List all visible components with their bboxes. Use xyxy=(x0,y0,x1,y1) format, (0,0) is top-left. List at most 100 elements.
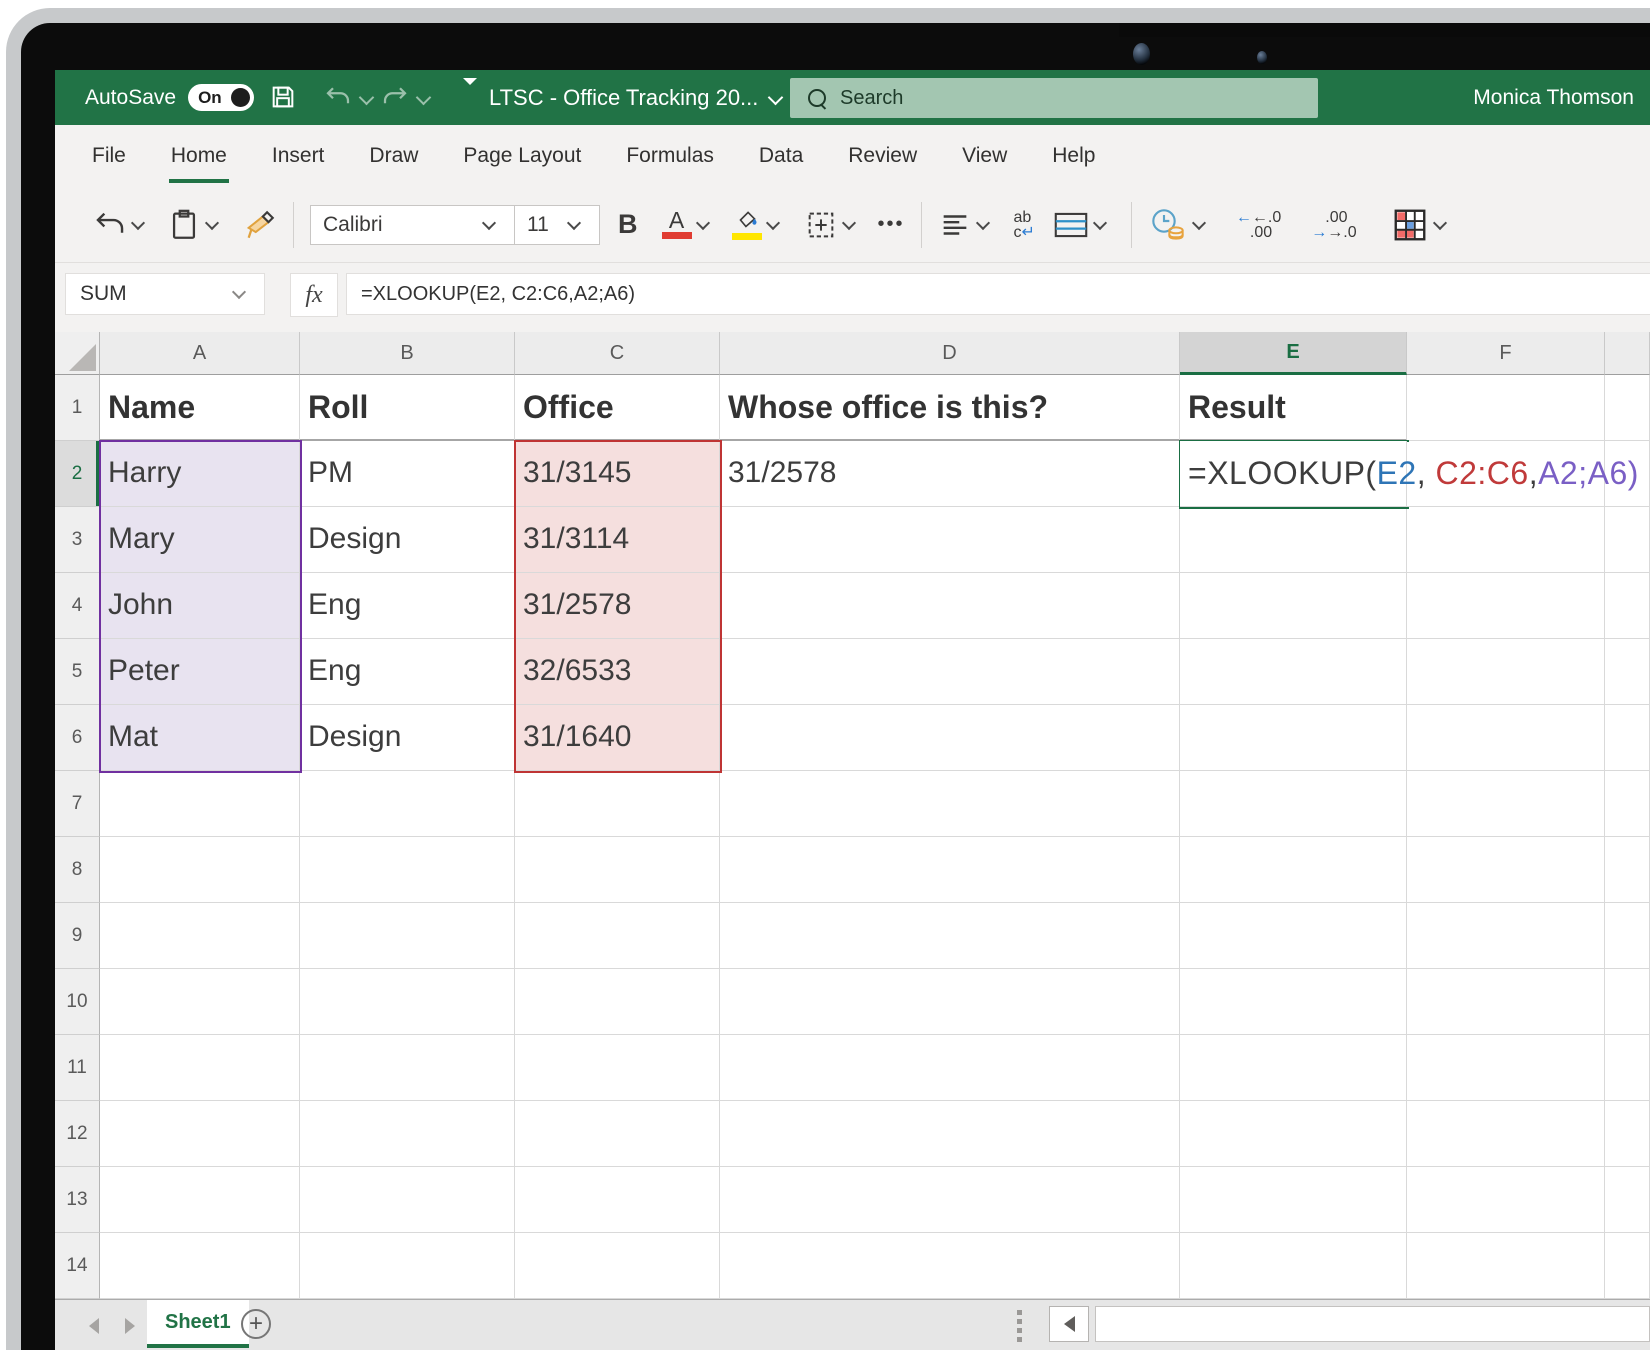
cell-A12[interactable] xyxy=(100,1101,300,1167)
tab-sheet1[interactable]: Sheet1 xyxy=(147,1300,249,1348)
cell-F2[interactable] xyxy=(1407,441,1605,507)
cell-A3[interactable]: Mary xyxy=(100,507,300,573)
chevron-down-icon[interactable] xyxy=(841,215,856,230)
column-header-C[interactable]: C xyxy=(515,332,720,375)
cell-F8[interactable] xyxy=(1407,837,1605,903)
cell-F3[interactable] xyxy=(1407,507,1605,573)
cell-G1[interactable] xyxy=(1605,375,1650,441)
font-name-select[interactable]: Calibri xyxy=(310,204,515,245)
chevron-down-icon[interactable] xyxy=(695,215,710,230)
cell-D14[interactable] xyxy=(720,1233,1180,1299)
cell-F4[interactable] xyxy=(1407,573,1605,639)
cell-D7[interactable] xyxy=(720,771,1180,837)
sheet-nav-left-icon[interactable] xyxy=(89,1318,99,1334)
cell-B5[interactable]: Eng xyxy=(300,639,515,705)
row-header-2[interactable]: 2 xyxy=(55,441,100,507)
chevron-down-icon[interactable] xyxy=(1432,215,1447,230)
cell-A7[interactable] xyxy=(100,771,300,837)
cell-B14[interactable] xyxy=(300,1233,515,1299)
chevron-down-icon[interactable] xyxy=(975,215,990,230)
format-painter-button[interactable] xyxy=(243,208,277,242)
cell-D10[interactable] xyxy=(720,969,1180,1035)
chevron-down-icon[interactable] xyxy=(1191,215,1206,230)
cell-G4[interactable] xyxy=(1605,573,1650,639)
cell-F13[interactable] xyxy=(1407,1167,1605,1233)
cell-B4[interactable]: Eng xyxy=(300,573,515,639)
cell-D9[interactable] xyxy=(720,903,1180,969)
cell-B11[interactable] xyxy=(300,1035,515,1101)
more-options-button[interactable]: ••• xyxy=(877,213,905,235)
cell-E6[interactable] xyxy=(1180,705,1407,771)
tab-view[interactable]: View xyxy=(962,144,1008,167)
save-icon[interactable] xyxy=(269,83,297,111)
chevron-down-icon[interactable] xyxy=(130,215,146,230)
cell-D3[interactable] xyxy=(720,507,1180,573)
tab-review[interactable]: Review xyxy=(848,144,918,167)
increase-decimal-button[interactable]: ←←.0 .00 xyxy=(1235,208,1282,241)
column-header-B[interactable]: B xyxy=(300,332,515,375)
cell-G8[interactable] xyxy=(1605,837,1650,903)
cell-C10[interactable] xyxy=(515,969,720,1035)
tab-help[interactable]: Help xyxy=(1052,144,1096,167)
row-header-7[interactable]: 7 xyxy=(55,771,100,837)
chevron-down-icon[interactable] xyxy=(765,215,780,230)
cell-F5[interactable] xyxy=(1407,639,1605,705)
cell-C12[interactable] xyxy=(515,1101,720,1167)
cell-A14[interactable] xyxy=(100,1233,300,1299)
conditional-formatting-button[interactable] xyxy=(1391,206,1429,244)
cell-E10[interactable] xyxy=(1180,969,1407,1035)
cell-F9[interactable] xyxy=(1407,903,1605,969)
cell-G11[interactable] xyxy=(1605,1035,1650,1101)
cell-E5[interactable] xyxy=(1180,639,1407,705)
row-header-4[interactable]: 4 xyxy=(55,573,100,639)
cell-G5[interactable] xyxy=(1605,639,1650,705)
cell-G14[interactable] xyxy=(1605,1233,1650,1299)
cell-G10[interactable] xyxy=(1605,969,1650,1035)
document-title[interactable]: LTSC - Office Tracking 20... xyxy=(463,70,784,125)
redo-icon[interactable] xyxy=(380,82,410,112)
cell-G13[interactable] xyxy=(1605,1167,1650,1233)
select-all-corner[interactable] xyxy=(55,332,100,375)
cell-B7[interactable] xyxy=(300,771,515,837)
scrollbar-drag-handle[interactable] xyxy=(1017,1310,1022,1342)
cell-E14[interactable] xyxy=(1180,1233,1407,1299)
cell-C3[interactable]: 31/3114 xyxy=(515,507,720,573)
cell-B2[interactable]: PM xyxy=(300,441,515,507)
row-header-11[interactable]: 11 xyxy=(55,1035,100,1101)
cell-C2[interactable]: 31/3145 xyxy=(515,441,720,507)
undo-button[interactable] xyxy=(93,208,127,242)
cell-A2[interactable]: Harry xyxy=(100,441,300,507)
tab-insert[interactable]: Insert xyxy=(271,144,325,167)
cell-B12[interactable] xyxy=(300,1101,515,1167)
cell-A6[interactable]: Mat xyxy=(100,705,300,771)
cell-F1[interactable] xyxy=(1407,375,1605,441)
cell-E9[interactable] xyxy=(1180,903,1407,969)
cell-A13[interactable] xyxy=(100,1167,300,1233)
row-header-6[interactable]: 6 xyxy=(55,705,100,771)
search-input[interactable]: Search xyxy=(790,78,1318,118)
row-header-1[interactable]: 1 xyxy=(55,375,100,441)
cell-D4[interactable] xyxy=(720,573,1180,639)
row-header-12[interactable]: 12 xyxy=(55,1101,100,1167)
row-header-8[interactable]: 8 xyxy=(55,837,100,903)
cell-A4[interactable]: John xyxy=(100,573,300,639)
merge-center-button[interactable] xyxy=(1053,210,1089,240)
cell-C4[interactable]: 31/2578 xyxy=(515,573,720,639)
cell-F11[interactable] xyxy=(1407,1035,1605,1101)
row-header-5[interactable]: 5 xyxy=(55,639,100,705)
cell-F10[interactable] xyxy=(1407,969,1605,1035)
align-button[interactable] xyxy=(938,208,972,242)
cell-E8[interactable] xyxy=(1180,837,1407,903)
row-header-10[interactable]: 10 xyxy=(55,969,100,1035)
cell-A5[interactable]: Peter xyxy=(100,639,300,705)
cell-B6[interactable]: Design xyxy=(300,705,515,771)
cell-B13[interactable] xyxy=(300,1167,515,1233)
cell-A11[interactable] xyxy=(100,1035,300,1101)
wrap-text-button[interactable]: ab c↵ xyxy=(1014,209,1035,240)
cell-C9[interactable] xyxy=(515,903,720,969)
column-header-E[interactable]: E xyxy=(1180,332,1407,375)
cell-E13[interactable] xyxy=(1180,1167,1407,1233)
cell-B10[interactable] xyxy=(300,969,515,1035)
cell-F6[interactable] xyxy=(1407,705,1605,771)
tab-home[interactable]: Home xyxy=(159,125,239,187)
